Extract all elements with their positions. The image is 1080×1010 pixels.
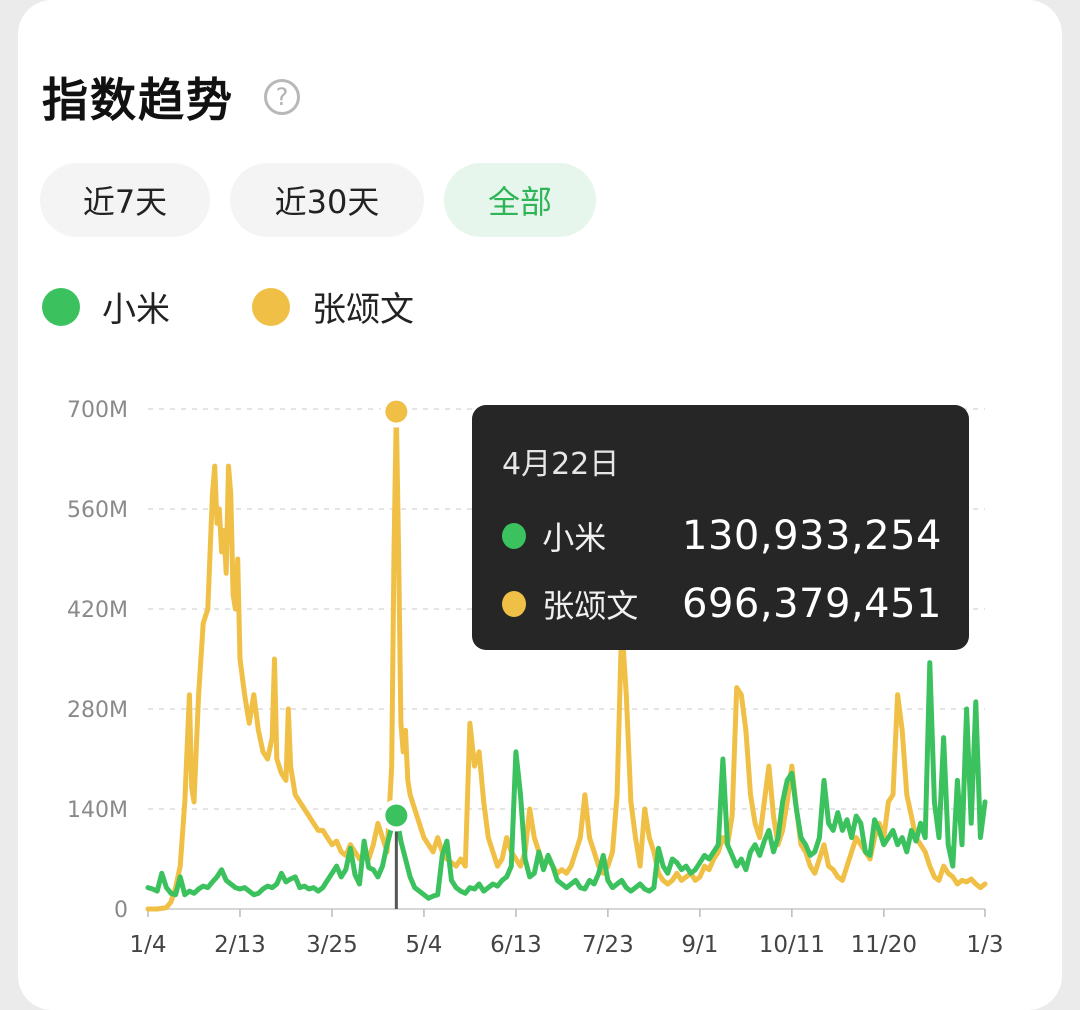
tooltip-dot-xiaomi — [502, 523, 527, 549]
tooltip-row-zhangsongwen: 张颂文 696,379,451 — [502, 581, 942, 627]
x-tick-label: 6/13 — [490, 932, 542, 958]
y-tick-label: 280M — [67, 698, 128, 723]
series-line-xiaomi — [145, 660, 988, 901]
x-tick-label: 2/13 — [214, 932, 266, 958]
x-tick-label: 1/3 — [966, 932, 1003, 958]
tooltip-name-xiaomi: 小米 — [542, 519, 607, 557]
tooltip-name-zhangsongwen: 张颂文 — [542, 587, 639, 625]
time-range-tabs: 近7天 近30天 全部 — [40, 163, 616, 237]
x-tick-label: 9/1 — [681, 932, 718, 958]
y-tick-label: 700M — [67, 398, 128, 423]
legend-label-zhangsongwen: 张颂文 — [312, 290, 414, 330]
legend-label-xiaomi: 小米 — [102, 290, 170, 330]
tooltip-date: 4月22日 — [502, 447, 620, 482]
tab-all[interactable]: 全部 — [444, 163, 596, 237]
x-tick-label: 5/4 — [405, 932, 442, 958]
legend-item-zhangsongwen[interactable]: 张颂文 — [252, 282, 414, 331]
legend-dot-zhangsongwen — [252, 287, 290, 326]
page-title: 指数趋势 — [42, 73, 234, 127]
tooltip-row-xiaomi: 小米 130,933,254 — [502, 513, 942, 559]
tab-7-days[interactable]: 近7天 — [40, 163, 210, 237]
x-tick-label: 7/23 — [582, 932, 634, 958]
tooltip-dot-zhangsongwen — [502, 591, 527, 617]
tooltip-value-zhangsongwen: 696,379,451 — [682, 581, 942, 627]
highlight-point-xiaomi — [385, 804, 408, 827]
help-icon[interactable]: ? — [264, 79, 300, 115]
x-tick-label: 11/20 — [851, 932, 917, 958]
title-row: 指数趋势 ? — [42, 64, 300, 130]
legend-item-xiaomi[interactable]: 小米 — [42, 282, 170, 331]
chart-legend: 小米 张颂文 — [42, 282, 496, 331]
x-tick-label: 3/25 — [306, 932, 358, 958]
chart-tooltip: 4月22日 小米 130,933,254 张颂文 696,379,451 — [472, 405, 969, 650]
tab-30-days[interactable]: 近30天 — [230, 163, 424, 237]
y-tick-label: 560M — [67, 498, 128, 523]
legend-dot-xiaomi — [42, 287, 80, 326]
y-tick-label: 0 — [114, 898, 128, 923]
y-tick-label: 420M — [67, 598, 128, 623]
x-tick-label: 1/4 — [129, 932, 166, 958]
x-tick-label: 10/11 — [759, 932, 825, 958]
highlight-point-zhangsongwen — [385, 400, 408, 423]
tooltip-value-xiaomi: 130,933,254 — [682, 513, 942, 559]
y-tick-label: 140M — [67, 798, 128, 823]
